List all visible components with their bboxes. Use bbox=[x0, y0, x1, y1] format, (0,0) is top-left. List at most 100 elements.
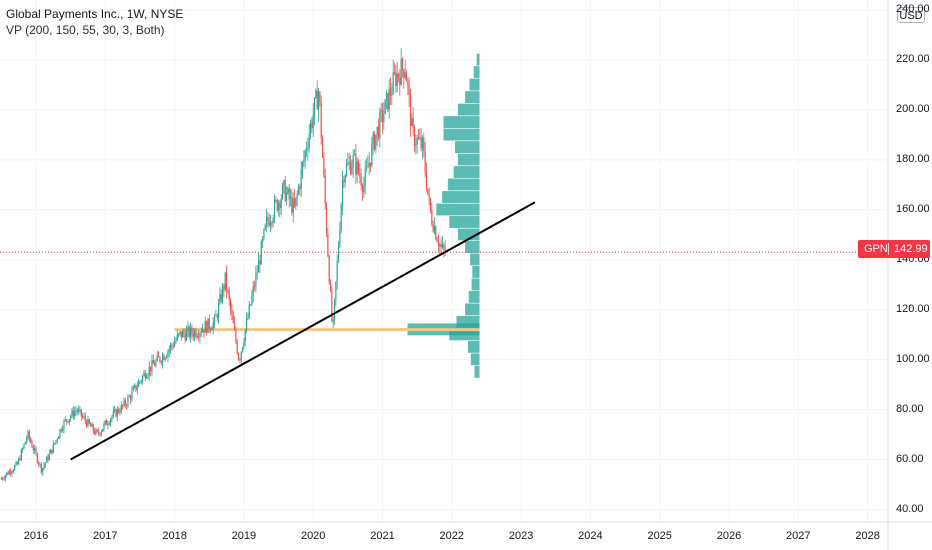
candle-body bbox=[48, 453, 50, 460]
time-tick-label: 2016 bbox=[23, 530, 49, 542]
price-tick-label: 200.00 bbox=[896, 102, 930, 115]
time-tick-label: 2019 bbox=[231, 530, 257, 542]
candle-body bbox=[58, 436, 60, 440]
volume-profile-bar bbox=[468, 340, 480, 353]
candle-body bbox=[119, 412, 121, 414]
candle-body bbox=[167, 351, 169, 357]
candle-body bbox=[205, 321, 208, 333]
candle-body bbox=[327, 233, 329, 257]
candle-body bbox=[55, 440, 57, 444]
price-tick-label: 180.00 bbox=[896, 152, 930, 165]
candle-body bbox=[241, 347, 244, 352]
candle-body bbox=[35, 448, 37, 454]
indicator-legend[interactable]: VP (200, 150, 55, 30, 3, Both) bbox=[6, 23, 165, 37]
candle-body bbox=[2, 478, 4, 480]
candle-body bbox=[393, 72, 396, 74]
candle-body bbox=[360, 176, 362, 187]
candle-body bbox=[43, 465, 45, 468]
candle-body bbox=[215, 315, 217, 317]
candle-body bbox=[272, 217, 274, 223]
candle-body bbox=[132, 387, 134, 391]
volume-profile-bar bbox=[453, 166, 480, 178]
candle-body bbox=[368, 162, 370, 168]
candle-body bbox=[201, 329, 204, 333]
price-tick-label: 100.00 bbox=[896, 352, 930, 365]
price-tick-label: 160.00 bbox=[896, 202, 930, 215]
candle-body bbox=[104, 420, 106, 424]
symbol-title[interactable]: Global Payments Inc., 1W, NYSE bbox=[6, 7, 184, 21]
candle-body bbox=[300, 169, 302, 189]
candle-body bbox=[185, 330, 188, 341]
candle-body bbox=[154, 363, 156, 366]
candle-body bbox=[183, 331, 185, 335]
candle-body bbox=[136, 386, 138, 390]
candle-body bbox=[155, 360, 157, 366]
candle-body bbox=[253, 286, 256, 288]
candle-body bbox=[408, 84, 410, 95]
volume-profile-bar bbox=[476, 53, 480, 66]
candle-body bbox=[329, 282, 332, 291]
candle-body bbox=[379, 112, 381, 139]
candle-body bbox=[4, 475, 6, 479]
candle-body bbox=[284, 180, 286, 201]
candle-body bbox=[74, 411, 76, 417]
candle-body bbox=[177, 333, 180, 335]
candle-body bbox=[179, 331, 181, 334]
candle-body bbox=[204, 321, 206, 333]
candle-body bbox=[292, 198, 294, 213]
candle-body bbox=[340, 204, 342, 231]
candle-body bbox=[367, 166, 369, 168]
candle-body bbox=[416, 137, 418, 145]
candle-body bbox=[60, 429, 62, 431]
candle-body bbox=[38, 462, 40, 465]
time-tick-label: 2028 bbox=[855, 530, 880, 542]
candle-body bbox=[244, 330, 246, 343]
candle-body bbox=[90, 423, 92, 427]
candle-body bbox=[439, 244, 441, 247]
currency-badge[interactable]: USD bbox=[897, 7, 925, 23]
candle-body bbox=[223, 285, 225, 290]
candle-body bbox=[64, 419, 66, 421]
candle-body bbox=[356, 161, 358, 175]
candle-body bbox=[188, 326, 190, 337]
candle-body bbox=[44, 462, 46, 466]
candle-body bbox=[400, 59, 402, 85]
candle-body bbox=[14, 465, 16, 471]
candle-body bbox=[236, 341, 238, 354]
time-tick-label: 2021 bbox=[370, 530, 395, 542]
candle-body bbox=[309, 122, 312, 134]
candle-body bbox=[444, 248, 446, 253]
candle-body bbox=[308, 133, 310, 148]
candle-body bbox=[269, 222, 272, 226]
candle-body bbox=[415, 144, 417, 146]
candle-body bbox=[325, 204, 328, 234]
candle-body bbox=[124, 400, 126, 406]
time-tick-label: 2022 bbox=[439, 530, 465, 542]
candle-body bbox=[441, 244, 444, 248]
candle-body bbox=[419, 137, 421, 139]
candle-body bbox=[231, 309, 233, 315]
candle-body bbox=[171, 344, 173, 346]
candle-body bbox=[7, 472, 9, 475]
candle-body bbox=[293, 198, 296, 207]
candle-body bbox=[316, 90, 318, 110]
candle-body bbox=[184, 334, 186, 341]
candle-body bbox=[199, 332, 201, 337]
volume-profile-bar bbox=[470, 353, 480, 366]
candle-body bbox=[339, 230, 341, 246]
volume-profile-bar bbox=[442, 191, 480, 203]
candle-body bbox=[355, 153, 357, 175]
candle-body bbox=[424, 151, 426, 172]
candle-body bbox=[0, 478, 2, 480]
candle-body bbox=[139, 381, 141, 383]
candle-body bbox=[50, 449, 52, 454]
candle-body bbox=[120, 404, 122, 413]
candle-body bbox=[51, 449, 53, 453]
candle-body bbox=[96, 429, 98, 432]
candle-body bbox=[265, 216, 268, 225]
time-tick-label: 2027 bbox=[786, 530, 811, 542]
price-tick-label: 60.00 bbox=[896, 452, 924, 465]
candle-body bbox=[353, 153, 356, 155]
candle-body bbox=[128, 396, 130, 398]
